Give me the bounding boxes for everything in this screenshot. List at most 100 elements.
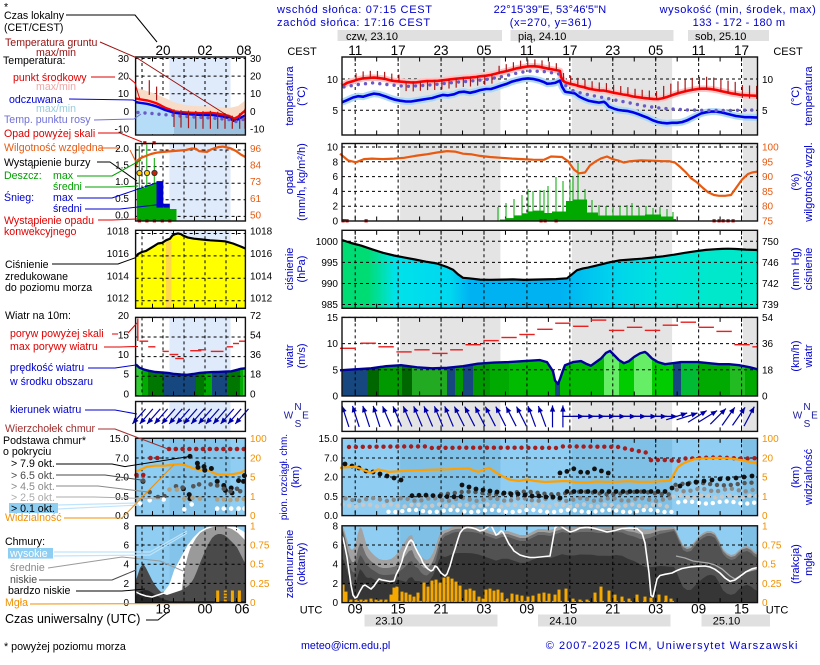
svg-text:54: 54 bbox=[762, 313, 774, 324]
svg-text:Wystąpienie burzy: Wystąpienie burzy bbox=[4, 157, 91, 169]
svg-text:15: 15 bbox=[391, 602, 406, 617]
svg-text:6: 6 bbox=[332, 172, 338, 183]
svg-text:15: 15 bbox=[562, 602, 577, 617]
svg-text:23: 23 bbox=[434, 43, 449, 58]
svg-text:0.75: 0.75 bbox=[762, 541, 782, 552]
svg-text:0.5: 0.5 bbox=[115, 194, 129, 205]
svg-text:05: 05 bbox=[476, 43, 491, 58]
svg-text:2.0: 2.0 bbox=[115, 144, 129, 155]
svg-text:UTC: UTC bbox=[300, 605, 323, 617]
svg-text:00: 00 bbox=[197, 602, 212, 617]
svg-text:Wystąpienie opadu: Wystąpienie opadu bbox=[4, 215, 94, 227]
svg-text:96: 96 bbox=[250, 144, 262, 155]
svg-text:0.0: 0.0 bbox=[115, 210, 129, 221]
svg-text:54: 54 bbox=[250, 331, 262, 342]
svg-text:(hPa): (hPa) bbox=[296, 256, 308, 283]
svg-text:5: 5 bbox=[332, 365, 338, 376]
svg-text:Ciśnienie: Ciśnienie bbox=[5, 259, 49, 271]
svg-text:Wilgotność względna: Wilgotność względna bbox=[4, 142, 104, 154]
svg-text:wysokie: wysokie bbox=[9, 548, 48, 560]
svg-text:6: 6 bbox=[123, 541, 129, 552]
svg-text:72: 72 bbox=[250, 311, 262, 322]
svg-text:o pokryciu: o pokryciu bbox=[3, 446, 51, 458]
svg-text:30: 30 bbox=[118, 54, 130, 65]
svg-text:(°C): (°C) bbox=[790, 86, 802, 106]
svg-text:20: 20 bbox=[155, 43, 170, 58]
svg-text:15: 15 bbox=[327, 313, 339, 324]
svg-text:08: 08 bbox=[236, 43, 251, 58]
svg-text:0.0: 0.0 bbox=[324, 511, 338, 522]
svg-text:24.10: 24.10 bbox=[549, 616, 577, 628]
svg-text:15.0: 15.0 bbox=[110, 434, 130, 445]
svg-text:20: 20 bbox=[250, 72, 262, 83]
svg-text:1.0: 1.0 bbox=[115, 177, 129, 188]
svg-text:-10: -10 bbox=[250, 124, 265, 135]
svg-text:03: 03 bbox=[648, 602, 663, 617]
svg-text:10: 10 bbox=[762, 75, 774, 86]
svg-text:5: 5 bbox=[123, 370, 129, 381]
svg-text:985: 985 bbox=[321, 300, 338, 311]
svg-text:Czas uniwersalny (UTC): Czas uniwersalny (UTC) bbox=[5, 612, 140, 626]
svg-text:10: 10 bbox=[118, 89, 130, 100]
svg-text:średnie: średnie bbox=[10, 562, 45, 574]
svg-text:S: S bbox=[804, 419, 811, 430]
svg-text:09: 09 bbox=[348, 602, 363, 617]
svg-text:0: 0 bbox=[332, 598, 338, 609]
svg-text:> 7.9 okt.: > 7.9 okt. bbox=[11, 458, 55, 470]
svg-text:niskie: niskie bbox=[10, 574, 37, 586]
svg-text:0: 0 bbox=[123, 389, 129, 400]
svg-text:temperatura: temperatura bbox=[803, 65, 815, 125]
svg-text:0.5: 0.5 bbox=[250, 560, 264, 571]
svg-text:739: 739 bbox=[762, 300, 779, 311]
svg-text:1018: 1018 bbox=[250, 227, 273, 238]
svg-text:750: 750 bbox=[762, 237, 779, 248]
svg-text:20: 20 bbox=[250, 454, 262, 465]
svg-text:10: 10 bbox=[250, 89, 262, 100]
svg-text:Chmury:: Chmury: bbox=[5, 536, 45, 548]
svg-text:zachód słońca: 17:16 CEST: zachód słońca: 17:16 CEST bbox=[277, 17, 431, 29]
svg-text:1.5: 1.5 bbox=[115, 161, 129, 172]
svg-text:8: 8 bbox=[123, 521, 129, 532]
svg-text:> 2.5 okt.: > 2.5 okt. bbox=[11, 492, 55, 504]
svg-text:Wiatr na 10m:: Wiatr na 10m: bbox=[5, 310, 71, 322]
svg-text:max: max bbox=[53, 192, 74, 204]
svg-text:max porywy wiatru: max porywy wiatru bbox=[10, 341, 98, 353]
svg-text:17: 17 bbox=[391, 43, 406, 58]
svg-text:8: 8 bbox=[332, 157, 338, 168]
svg-text:0: 0 bbox=[762, 598, 768, 609]
svg-text:(oktanty): (oktanty) bbox=[296, 543, 308, 586]
svg-text:(km): (km) bbox=[790, 466, 802, 488]
svg-text:84: 84 bbox=[250, 161, 262, 172]
svg-text:133 - 172 - 180 m: 133 - 172 - 180 m bbox=[693, 17, 786, 29]
svg-text:100: 100 bbox=[762, 143, 779, 154]
svg-text:max/min: max/min bbox=[36, 81, 76, 93]
svg-text:średni: średni bbox=[53, 203, 82, 215]
svg-text:1014: 1014 bbox=[250, 271, 273, 282]
svg-text:18: 18 bbox=[762, 365, 774, 376]
svg-text:W: W bbox=[284, 411, 294, 422]
svg-text:2.0: 2.0 bbox=[115, 473, 129, 484]
svg-text:E: E bbox=[302, 411, 309, 422]
svg-text:11: 11 bbox=[348, 43, 362, 58]
svg-text:0: 0 bbox=[332, 217, 338, 228]
svg-text:poryw powyżej skali: poryw powyżej skali bbox=[10, 328, 104, 340]
svg-text:0: 0 bbox=[250, 598, 256, 609]
svg-text:09: 09 bbox=[519, 602, 534, 617]
svg-text:N: N bbox=[803, 402, 810, 413]
svg-text:17: 17 bbox=[734, 43, 749, 58]
svg-text:18: 18 bbox=[250, 370, 262, 381]
svg-text:80: 80 bbox=[762, 202, 774, 213]
svg-text:10: 10 bbox=[118, 350, 130, 361]
svg-text:(km/h): (km/h) bbox=[790, 340, 802, 371]
svg-text:990: 990 bbox=[321, 279, 338, 290]
svg-text:Czas lokalny: Czas lokalny bbox=[4, 10, 65, 22]
svg-text:11: 11 bbox=[692, 43, 706, 58]
svg-text:> 0.1 okt.: > 0.1 okt. bbox=[11, 503, 55, 515]
svg-text:max/min: max/min bbox=[36, 103, 76, 115]
svg-text:10: 10 bbox=[327, 339, 339, 350]
svg-text:95: 95 bbox=[762, 157, 774, 168]
svg-text:21: 21 bbox=[434, 602, 449, 617]
svg-text:10: 10 bbox=[327, 143, 339, 154]
svg-text:max/min: max/min bbox=[36, 47, 76, 59]
svg-text:15: 15 bbox=[734, 602, 749, 617]
